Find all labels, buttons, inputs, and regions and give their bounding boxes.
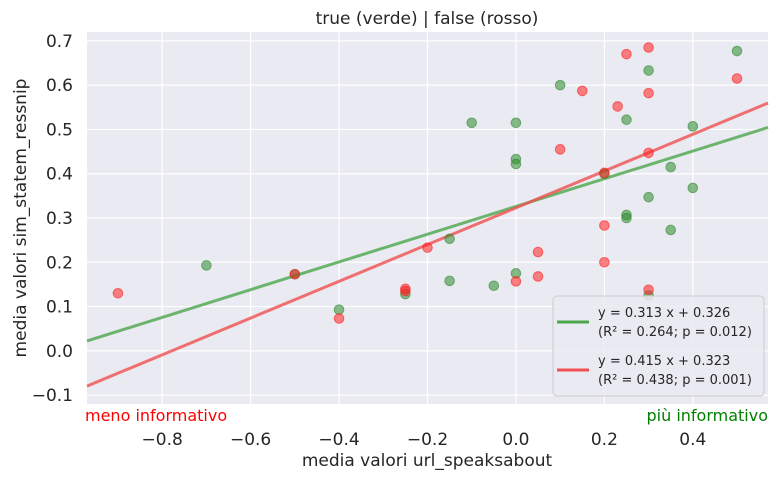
annotation-right: più informativo xyxy=(647,406,769,425)
point-false xyxy=(289,268,301,280)
point-true xyxy=(621,114,632,125)
annotation-left: meno informativo xyxy=(85,406,227,425)
point-false xyxy=(599,167,610,179)
point-false xyxy=(599,220,610,231)
point-true xyxy=(687,121,699,132)
point-false xyxy=(643,284,654,296)
y-tick-label: 0.4 xyxy=(46,165,73,185)
x-tick-label: −0.6 xyxy=(230,430,271,450)
x-axis-label: media valori url_speaksabout xyxy=(302,451,553,471)
point-true xyxy=(643,191,654,203)
y-tick-label: 0.3 xyxy=(46,209,73,229)
point-false xyxy=(576,85,588,97)
x-tick-label: −0.4 xyxy=(318,430,359,450)
y-axis-label: media valori sim_statem_ressnip xyxy=(11,79,31,358)
point-false xyxy=(554,144,566,155)
y-tick-label: 0.1 xyxy=(46,298,73,318)
point-true xyxy=(665,224,677,236)
data-points xyxy=(112,42,743,324)
y-tick-label: 0.0 xyxy=(46,342,73,362)
point-false xyxy=(112,287,124,299)
legend-entry-false-line1: y = 0.415 x + 0.323 xyxy=(598,354,730,369)
point-true xyxy=(444,275,455,287)
y-tick-label: 0.7 xyxy=(46,32,73,52)
point-true xyxy=(665,161,677,173)
point-false xyxy=(643,147,654,159)
point-true xyxy=(687,182,699,194)
point-true xyxy=(731,45,743,57)
point-true xyxy=(510,158,522,170)
point-true xyxy=(621,212,632,224)
point-false xyxy=(731,73,743,84)
chart-title: true (verde) | false (rosso) xyxy=(316,9,539,29)
legend-entry-true-line1: y = 0.313 x + 0.326 xyxy=(598,306,730,321)
x-tick-label: 0.2 xyxy=(591,430,618,450)
legend-entry-false-line2: (R² = 0.438; p = 0.001) xyxy=(598,373,752,388)
y-tick-label: 0.2 xyxy=(46,253,73,273)
point-false xyxy=(400,285,411,297)
point-true xyxy=(333,304,345,315)
point-false xyxy=(599,256,610,268)
point-true xyxy=(444,233,455,245)
y-tick-label: 0.5 xyxy=(46,120,73,140)
fit-line-true xyxy=(86,126,769,343)
point-true xyxy=(554,79,566,91)
point-false xyxy=(510,276,522,287)
y-tick-labels: −0.1 0.0 0.1 0.2 0.3 0.4 0.5 0.6 0.7 xyxy=(32,32,73,406)
x-tick-label: 0.4 xyxy=(679,430,706,450)
point-false xyxy=(612,101,623,112)
y-tick-label: 0.6 xyxy=(46,76,73,96)
legend-entry-true-line2: (R² = 0.264; p = 0.012) xyxy=(598,325,752,340)
point-true xyxy=(201,260,212,271)
x-tick-label: −0.8 xyxy=(142,430,183,450)
y-tick-label: −0.1 xyxy=(32,386,73,406)
point-false xyxy=(333,313,345,324)
legend-box xyxy=(552,295,765,397)
point-false xyxy=(643,87,654,99)
x-tick-label: 0.0 xyxy=(502,430,529,450)
point-false xyxy=(532,271,544,282)
point-true xyxy=(488,280,500,292)
point-true xyxy=(643,65,654,76)
x-tick-label: −0.2 xyxy=(407,430,448,450)
legend: y = 0.313 x + 0.326 (R² = 0.264; p = 0.0… xyxy=(552,295,765,397)
point-false xyxy=(532,246,544,258)
x-tick-labels: −0.8 −0.6 −0.4 −0.2 0.0 0.2 0.4 xyxy=(142,430,707,450)
point-true xyxy=(510,117,522,129)
point-true xyxy=(466,117,478,129)
point-false xyxy=(621,48,632,60)
point-false xyxy=(422,242,433,253)
point-false xyxy=(643,42,654,53)
